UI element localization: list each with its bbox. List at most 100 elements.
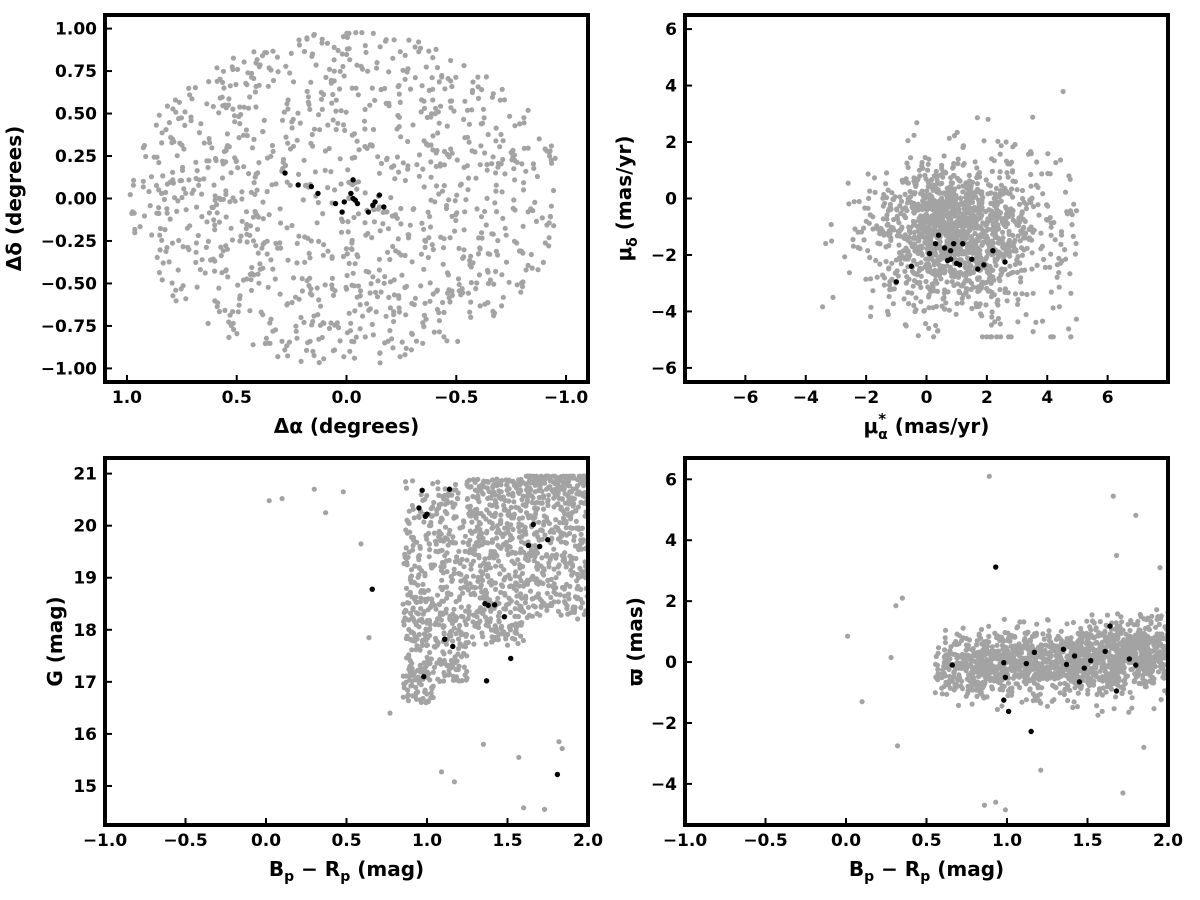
background-point bbox=[497, 571, 503, 577]
background-point bbox=[1011, 248, 1017, 254]
background-point bbox=[353, 85, 359, 91]
background-point bbox=[865, 171, 871, 177]
background-point bbox=[933, 661, 939, 668]
background-point bbox=[451, 606, 457, 612]
background-point bbox=[410, 122, 416, 128]
background-point bbox=[915, 333, 921, 339]
background-point bbox=[149, 232, 155, 238]
background-point bbox=[465, 615, 471, 622]
background-point bbox=[946, 135, 952, 141]
background-point bbox=[910, 283, 916, 289]
background-point bbox=[432, 538, 439, 544]
background-point bbox=[942, 207, 949, 213]
background-point bbox=[934, 288, 941, 294]
background-point bbox=[988, 190, 994, 196]
background-point bbox=[873, 257, 879, 264]
background-point bbox=[468, 264, 474, 270]
background-point bbox=[238, 233, 244, 239]
background-point bbox=[447, 98, 453, 104]
background-point bbox=[521, 115, 527, 121]
background-point bbox=[493, 268, 499, 275]
background-point bbox=[394, 126, 400, 132]
background-point bbox=[930, 305, 936, 311]
background-point bbox=[944, 691, 950, 697]
background-point bbox=[1070, 619, 1076, 626]
background-point bbox=[1027, 687, 1033, 693]
background-point bbox=[243, 127, 249, 133]
background-point bbox=[497, 144, 503, 150]
background-point bbox=[431, 530, 437, 536]
background-point bbox=[367, 306, 373, 312]
background-point bbox=[482, 208, 488, 215]
y-tick-label: 17 bbox=[73, 673, 97, 693]
background-point bbox=[500, 156, 506, 163]
background-point bbox=[1078, 685, 1084, 692]
background-point bbox=[518, 622, 524, 628]
x-axis-label: Δα (degrees) bbox=[274, 414, 420, 438]
background-point bbox=[534, 576, 540, 582]
background-point bbox=[420, 695, 426, 702]
background-point bbox=[558, 534, 564, 540]
background-point bbox=[541, 806, 548, 813]
background-point bbox=[525, 107, 531, 113]
background-point bbox=[483, 539, 489, 546]
background-point bbox=[256, 82, 262, 88]
background-point bbox=[969, 246, 976, 252]
member-point bbox=[424, 511, 430, 517]
background-point bbox=[420, 166, 426, 172]
background-point bbox=[530, 603, 537, 609]
background-point bbox=[224, 246, 230, 252]
background-point bbox=[987, 334, 994, 340]
background-point bbox=[546, 564, 552, 570]
background-point bbox=[417, 617, 423, 623]
background-point bbox=[578, 605, 584, 611]
background-point bbox=[529, 474, 536, 480]
background-point bbox=[1005, 174, 1011, 180]
background-point bbox=[461, 164, 467, 170]
background-point bbox=[148, 174, 155, 180]
background-point bbox=[511, 499, 517, 505]
background-point bbox=[452, 481, 459, 488]
background-point bbox=[989, 684, 995, 690]
background-point bbox=[960, 625, 966, 631]
background-point bbox=[351, 355, 358, 361]
background-point bbox=[156, 187, 162, 193]
background-point bbox=[539, 570, 545, 576]
background-point bbox=[214, 65, 220, 71]
background-point bbox=[369, 85, 375, 91]
background-point bbox=[974, 181, 981, 187]
background-point bbox=[1147, 678, 1153, 684]
background-point bbox=[509, 635, 515, 641]
background-point bbox=[988, 322, 995, 328]
background-point bbox=[450, 638, 456, 644]
background-point bbox=[229, 64, 235, 70]
background-point bbox=[954, 175, 961, 181]
background-point bbox=[354, 186, 360, 192]
background-point bbox=[888, 237, 894, 243]
background-point bbox=[1030, 204, 1037, 210]
y-tick-label: 0.25 bbox=[55, 147, 97, 167]
background-point bbox=[403, 485, 410, 491]
background-point bbox=[490, 231, 496, 237]
background-point bbox=[450, 611, 456, 617]
background-point bbox=[173, 287, 179, 293]
member-point bbox=[545, 537, 551, 543]
background-point bbox=[975, 249, 981, 255]
background-point bbox=[409, 259, 415, 265]
background-point bbox=[341, 354, 347, 360]
background-point bbox=[439, 493, 446, 500]
background-point bbox=[480, 634, 486, 640]
background-point bbox=[249, 145, 256, 151]
background-point bbox=[470, 477, 476, 483]
background-point bbox=[925, 218, 931, 224]
background-point bbox=[359, 29, 365, 36]
background-point bbox=[1021, 247, 1027, 253]
background-point bbox=[427, 213, 433, 220]
background-point bbox=[867, 188, 873, 194]
background-point bbox=[540, 602, 546, 608]
background-point bbox=[503, 539, 509, 545]
background-point bbox=[890, 301, 897, 307]
background-point bbox=[525, 604, 532, 610]
background-point bbox=[1048, 232, 1054, 238]
